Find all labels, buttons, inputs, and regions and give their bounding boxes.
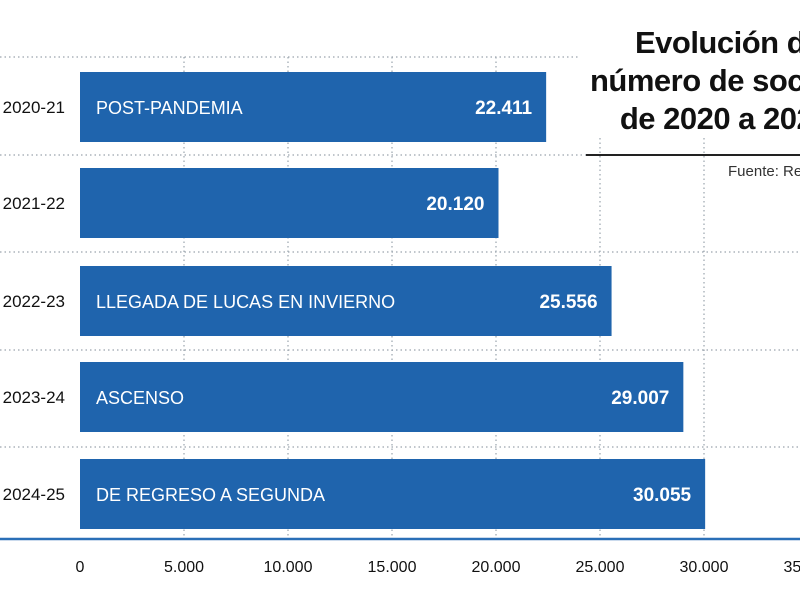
bar-2023-24 xyxy=(80,362,684,432)
value-label: 20.120 xyxy=(426,194,484,215)
bar-description-label: POST-PANDEMIA xyxy=(96,98,243,118)
x-tick-label: 35.000 xyxy=(784,559,800,576)
value-label: 22.411 xyxy=(475,98,532,119)
x-tick-label: 30.000 xyxy=(680,559,729,576)
category-label: 2020-21 xyxy=(3,98,65,117)
bar-2021-22 xyxy=(80,168,499,238)
category-label: 2022-23 xyxy=(3,292,65,311)
value-label: 30.055 xyxy=(633,485,692,506)
x-tick-label: 25.000 xyxy=(576,559,625,576)
x-tick-label: 10.000 xyxy=(264,559,313,576)
title-line-1: Evolución del xyxy=(634,25,800,60)
category-label: 2024-25 xyxy=(3,485,65,504)
chart-title: Evolución del número de socios de 2020 a… xyxy=(580,20,800,138)
value-label: 25.556 xyxy=(539,292,597,313)
bar-description-label: DE REGRESO A SEGUNDA xyxy=(96,485,325,505)
x-tick-label: 5.000 xyxy=(164,559,204,576)
bar-2020-21 xyxy=(80,72,547,142)
category-label: 2021-22 xyxy=(3,194,65,213)
value-label: 29.007 xyxy=(611,388,669,409)
x-tick-label: 15.000 xyxy=(368,559,417,576)
x-tick-label: 20.000 xyxy=(472,559,521,576)
title-divider xyxy=(586,154,800,156)
chart-source: Fuente: Real xyxy=(728,163,800,180)
bar-description-label: ASCENSO xyxy=(96,388,184,408)
bar-description-label: LLEGADA DE LUCAS EN INVIERNO xyxy=(96,292,395,312)
category-label: 2023-24 xyxy=(3,388,65,407)
bar-2022-23 xyxy=(80,266,612,336)
bar-2024-25 xyxy=(80,459,706,529)
title-line-2: número de socios xyxy=(590,63,800,98)
x-tick-label: 0 xyxy=(76,559,85,576)
